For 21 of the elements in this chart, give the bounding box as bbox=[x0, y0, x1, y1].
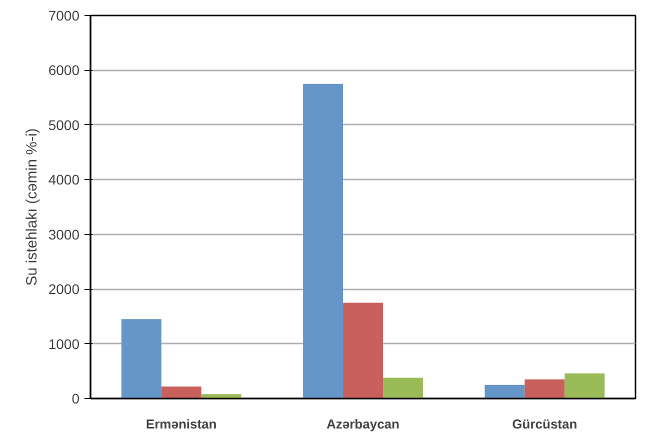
x-tick-label: Ermənistan bbox=[146, 416, 217, 432]
y-tick-label: 0 bbox=[72, 390, 80, 406]
bar bbox=[121, 319, 162, 398]
y-axis-title: Su istehlakı (cəmin %-i) bbox=[23, 128, 40, 286]
x-tick-label: Azərbaycan bbox=[326, 416, 400, 432]
y-tick-label: 4000 bbox=[48, 172, 80, 188]
y-tick-label: 7000 bbox=[48, 8, 80, 24]
bar bbox=[564, 373, 605, 398]
bar bbox=[201, 394, 242, 398]
y-tick-label: 3000 bbox=[48, 226, 80, 242]
y-tick-label: 1000 bbox=[48, 336, 80, 352]
y-tick-label: 2000 bbox=[48, 281, 80, 298]
bar bbox=[161, 386, 202, 398]
bar bbox=[382, 378, 423, 398]
y-tick-label: 6000 bbox=[48, 62, 80, 78]
bar bbox=[484, 384, 525, 398]
x-tick-label: Gürcüstan bbox=[512, 416, 578, 432]
y-tick-label: 5000 bbox=[48, 116, 80, 133]
bar bbox=[524, 379, 565, 398]
bar bbox=[343, 302, 383, 398]
bar bbox=[303, 84, 344, 398]
